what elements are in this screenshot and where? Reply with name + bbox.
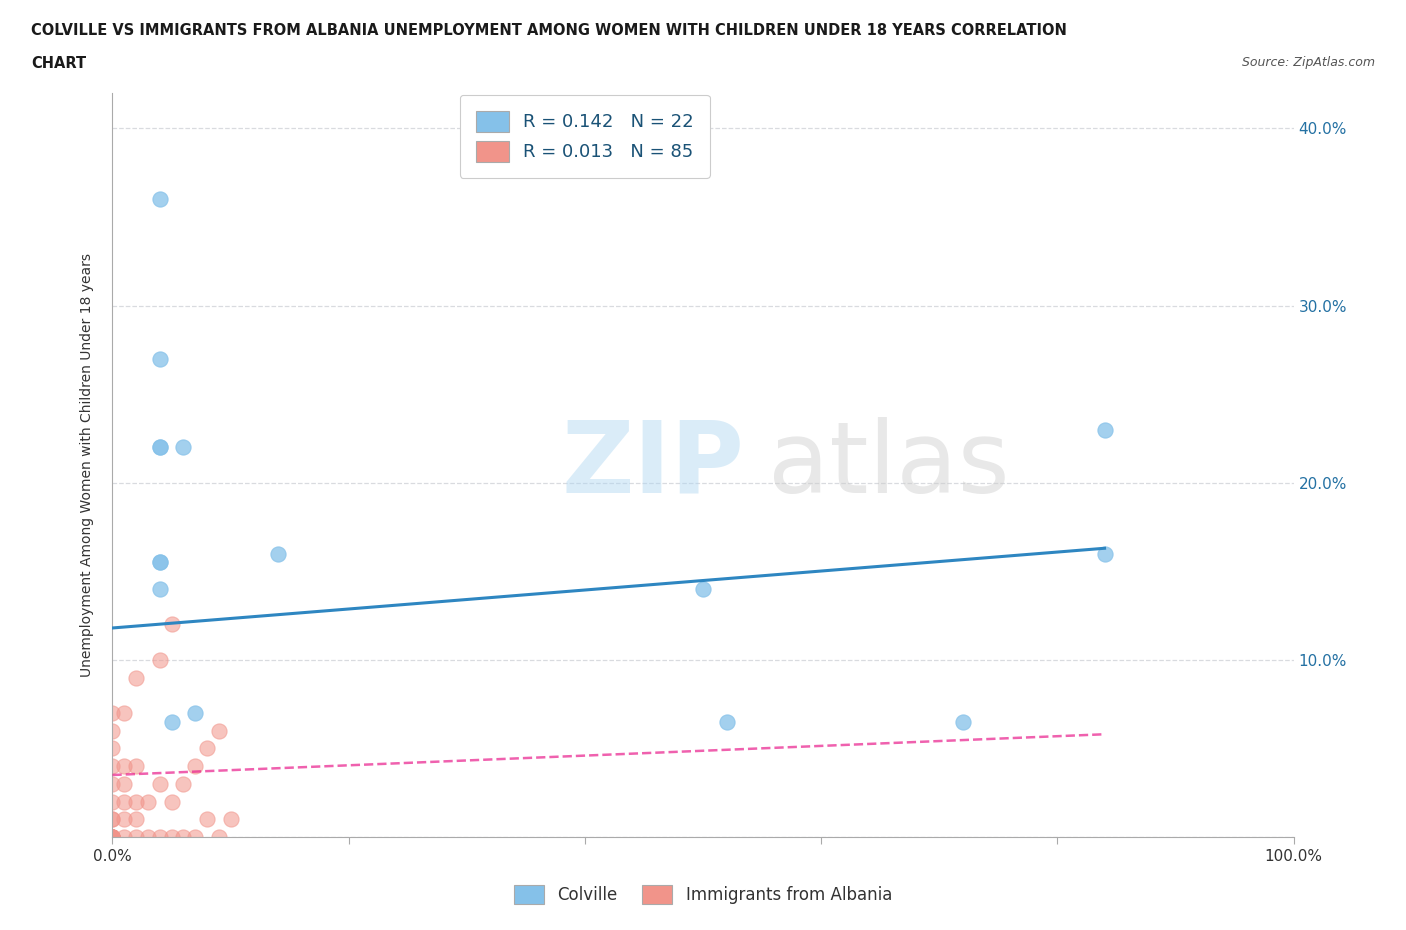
Point	[149, 555, 172, 570]
Point	[125, 794, 148, 809]
Point	[101, 830, 124, 844]
Text: ZIP: ZIP	[561, 417, 744, 513]
Point	[195, 812, 218, 827]
Point	[149, 440, 172, 455]
Point	[101, 830, 124, 844]
Point	[125, 759, 148, 774]
Point	[172, 830, 194, 844]
Legend: Colville, Immigrants from Albania: Colville, Immigrants from Albania	[508, 878, 898, 910]
Text: atlas: atlas	[768, 417, 1010, 513]
Point	[125, 671, 148, 685]
Point	[149, 192, 172, 206]
Point	[101, 741, 124, 756]
Point	[692, 581, 714, 596]
Point	[136, 830, 159, 844]
Point	[101, 812, 124, 827]
Text: CHART: CHART	[31, 56, 86, 71]
Point	[112, 830, 135, 844]
Point	[101, 759, 124, 774]
Point	[219, 812, 242, 827]
Y-axis label: Unemployment Among Women with Children Under 18 years: Unemployment Among Women with Children U…	[80, 253, 94, 677]
Point	[149, 653, 172, 668]
Point	[101, 794, 124, 809]
Point	[112, 777, 135, 791]
Point	[160, 617, 183, 631]
Point	[160, 714, 183, 729]
Point	[101, 706, 124, 721]
Point	[101, 830, 124, 844]
Point	[101, 830, 124, 844]
Point	[125, 830, 148, 844]
Point	[208, 724, 231, 738]
Point	[112, 812, 135, 827]
Point	[149, 352, 172, 366]
Point	[160, 794, 183, 809]
Point	[172, 777, 194, 791]
Point	[149, 777, 172, 791]
Point	[112, 706, 135, 721]
Point	[149, 581, 172, 596]
Point	[101, 830, 124, 844]
Point	[136, 794, 159, 809]
Point	[208, 830, 231, 844]
Point	[149, 555, 172, 570]
Point	[267, 546, 290, 561]
Point	[172, 440, 194, 455]
Point	[101, 830, 124, 844]
Point	[184, 759, 207, 774]
Point	[1094, 422, 1116, 437]
Point	[149, 830, 172, 844]
Point	[101, 830, 124, 844]
Point	[101, 830, 124, 844]
Point	[125, 812, 148, 827]
Text: Source: ZipAtlas.com: Source: ZipAtlas.com	[1241, 56, 1375, 69]
Point	[101, 812, 124, 827]
Point	[112, 794, 135, 809]
Point	[101, 777, 124, 791]
Point	[101, 724, 124, 738]
Point	[1094, 546, 1116, 561]
Point	[716, 714, 738, 729]
Point	[160, 830, 183, 844]
Point	[149, 440, 172, 455]
Text: COLVILLE VS IMMIGRANTS FROM ALBANIA UNEMPLOYMENT AMONG WOMEN WITH CHILDREN UNDER: COLVILLE VS IMMIGRANTS FROM ALBANIA UNEM…	[31, 23, 1067, 38]
Point	[195, 741, 218, 756]
Point	[184, 706, 207, 721]
Point	[184, 830, 207, 844]
Point	[101, 830, 124, 844]
Point	[952, 714, 974, 729]
Point	[112, 759, 135, 774]
